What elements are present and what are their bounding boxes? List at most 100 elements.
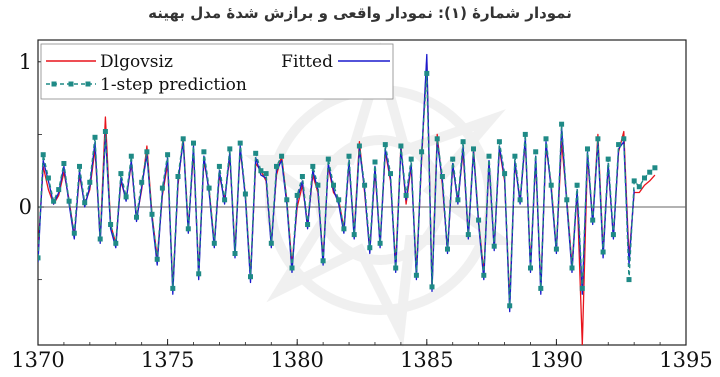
prediction-point: [242, 191, 248, 197]
prediction-point: [647, 169, 653, 175]
prediction-point: [196, 271, 202, 277]
prediction-point: [336, 197, 342, 203]
prediction-point: [434, 136, 440, 142]
prediction-point: [439, 174, 445, 179]
prediction-point: [382, 142, 388, 148]
prediction-point: [616, 142, 622, 148]
prediction-point: [476, 217, 482, 223]
prediction-point: [310, 163, 316, 169]
prediction-point: [279, 153, 285, 159]
x-tick-label: 1385: [400, 348, 453, 372]
prediction-point: [585, 146, 590, 152]
legend-label: 1-step prediction: [100, 75, 247, 95]
prediction-point: [154, 256, 160, 262]
prediction-point: [507, 303, 513, 309]
prediction-point: [595, 136, 601, 142]
prediction-point: [294, 192, 300, 198]
prediction-point: [636, 184, 642, 190]
prediction-point: [579, 285, 585, 291]
prediction-point: [159, 185, 165, 191]
prediction-point: [191, 140, 196, 146]
prediction-point: [590, 217, 596, 223]
prediction-point: [325, 156, 331, 162]
prediction-point: [522, 131, 528, 137]
prediction-point: [92, 134, 98, 140]
prediction-point: [356, 143, 362, 149]
prediction-point: [211, 240, 217, 246]
prediction-point: [351, 232, 357, 238]
prediction-point: [118, 171, 124, 177]
prediction-point: [408, 156, 414, 162]
prediction-point: [346, 153, 352, 159]
prediction-point: [377, 240, 383, 246]
prediction-point: [320, 258, 326, 264]
y-tick-label: 1: [19, 50, 32, 74]
prediction-point: [460, 139, 466, 145]
legend-marker: [51, 81, 57, 87]
prediction-point: [388, 171, 393, 177]
prediction-point: [299, 174, 305, 179]
prediction-point: [289, 265, 295, 271]
prediction-point: [559, 121, 565, 127]
prediction-point: [61, 161, 67, 166]
prediction-point: [71, 230, 77, 236]
prediction-point: [403, 192, 409, 198]
prediction-point: [40, 152, 46, 158]
prediction-point: [222, 197, 228, 203]
x-tick-label: 1375: [141, 348, 194, 372]
prediction-point: [274, 163, 279, 169]
prediction-point: [248, 274, 253, 280]
prediction-point: [144, 149, 150, 155]
prediction-point: [481, 272, 487, 278]
prediction-point: [429, 284, 435, 290]
prediction-point: [528, 265, 533, 271]
prediction-point: [362, 182, 368, 188]
prediction-point: [398, 143, 404, 149]
x-tick-label: 1395: [659, 348, 712, 372]
prediction-point: [605, 156, 611, 162]
prediction-point: [548, 182, 554, 188]
legend-box: [40, 43, 394, 100]
prediction-point: [574, 182, 580, 188]
prediction-point: [51, 198, 57, 204]
prediction-point: [170, 285, 176, 291]
plot-area: [37, 39, 687, 346]
prediction-point: [45, 175, 51, 181]
prediction-point: [165, 152, 171, 158]
prediction-point: [413, 272, 419, 278]
prediction-point: [206, 185, 212, 191]
prediction-point: [652, 165, 658, 171]
prediction-point: [305, 222, 311, 227]
prediction-point: [341, 226, 347, 232]
prediction-point: [185, 226, 191, 232]
prediction-point: [465, 232, 471, 238]
prediction-point: [180, 136, 186, 142]
prediction-point: [610, 232, 616, 238]
prediction-point: [102, 129, 108, 134]
prediction-point: [621, 136, 627, 142]
prediction-point: [315, 182, 321, 188]
prediction-point: [77, 163, 82, 169]
prediction-point: [201, 149, 207, 155]
prediction-point: [139, 179, 145, 185]
prediction-point: [642, 175, 647, 181]
x-tick-label: 1390: [530, 348, 583, 372]
prediction-point: [517, 197, 523, 203]
prediction-point: [113, 240, 119, 246]
prediction-point: [123, 194, 129, 200]
prediction-point: [486, 153, 492, 159]
prediction-point: [564, 197, 570, 203]
prediction-point: [502, 171, 508, 177]
prediction-point: [419, 149, 425, 155]
prediction-point: [87, 179, 93, 185]
prediction-point: [258, 168, 264, 174]
prediction-point: [268, 240, 274, 246]
prediction-point: [533, 149, 539, 155]
legend-label: Fitted: [281, 52, 333, 72]
prediction-point: [175, 174, 181, 179]
legend-marker: [68, 81, 74, 87]
prediction-point: [284, 197, 290, 203]
prediction-point: [393, 265, 399, 271]
prediction-point: [496, 139, 502, 145]
